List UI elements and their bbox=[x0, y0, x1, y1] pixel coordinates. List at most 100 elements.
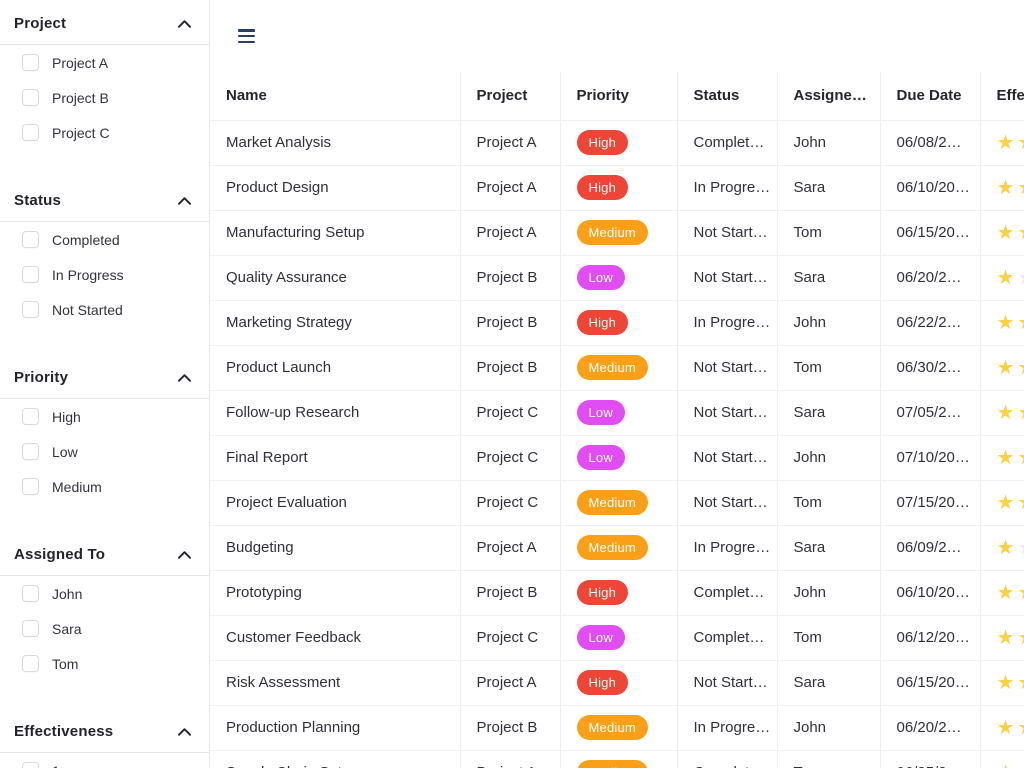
checkbox-tom[interactable] bbox=[22, 655, 39, 672]
star-icon: ★ bbox=[996, 310, 1016, 334]
checkbox-1[interactable] bbox=[22, 762, 39, 768]
task-name-cell: Project Evaluation bbox=[210, 480, 460, 526]
checkbox-sara[interactable] bbox=[22, 620, 39, 637]
column-header-due-date[interactable]: Due Date bbox=[879, 72, 980, 121]
table-row[interactable]: Follow-up Research Project C Low Not Start…… bbox=[210, 390, 1024, 436]
task-duedate-cell: 06/08/2… bbox=[879, 120, 980, 166]
task-assignee-cell: John bbox=[776, 300, 880, 346]
star-icon: ★ bbox=[1017, 490, 1024, 514]
filter-section-header-effectiveness[interactable]: Effectiveness bbox=[0, 711, 209, 753]
task-name-cell: Customer Feedback bbox=[210, 615, 460, 661]
star-icon: ★ bbox=[1017, 355, 1024, 379]
filter-section-project: Project Project A Project B Project C bbox=[0, 3, 209, 150]
task-assignee-cell: John bbox=[776, 435, 880, 481]
task-priority-cell: Medium bbox=[559, 345, 677, 391]
task-status-cell: In Progre… bbox=[676, 525, 777, 571]
task-priority-cell: Medium bbox=[559, 525, 677, 571]
table-row[interactable]: Marketing Strategy Project B High In Progre… bbox=[210, 300, 1024, 346]
task-effectiveness-cell: ★★ bbox=[979, 165, 1024, 211]
table-row[interactable]: Quality Assurance Project B Low Not Start… S… bbox=[210, 255, 1024, 301]
table-row[interactable]: Customer Feedback Project C Low Complet… Tom… bbox=[210, 615, 1024, 661]
priority-badge: High bbox=[576, 310, 629, 335]
task-assignee-cell: Tom bbox=[776, 750, 880, 768]
task-name-cell: Final Report bbox=[210, 435, 460, 481]
filter-option-label: Project A bbox=[52, 54, 109, 71]
section-title: Assigned To bbox=[14, 546, 106, 563]
task-status-cell: Complet… bbox=[676, 615, 777, 661]
filter-section-header-project[interactable]: Project bbox=[0, 3, 209, 45]
task-duedate-cell: 06/09/2… bbox=[879, 525, 980, 571]
filter-section-priority: Priority High Low Medium bbox=[0, 357, 209, 504]
column-header-project[interactable]: Project bbox=[459, 72, 560, 121]
task-assignee-cell: Sara bbox=[776, 525, 880, 571]
filter-option-label: Medium bbox=[52, 478, 102, 495]
table-row[interactable]: Prototyping Project B High Complet… John 06/1… bbox=[210, 570, 1024, 616]
task-priority-cell: High bbox=[559, 570, 677, 616]
filter-option-tom: Tom bbox=[0, 646, 209, 681]
column-header-status[interactable]: Status bbox=[676, 72, 777, 121]
checkbox-not-started[interactable] bbox=[22, 301, 39, 318]
task-priority-cell: High bbox=[559, 660, 677, 706]
task-duedate-cell: 06/10/20… bbox=[879, 570, 980, 616]
star-icon: ★ bbox=[996, 265, 1016, 289]
task-name-cell: Follow-up Research bbox=[210, 390, 460, 436]
checkbox-in-progress[interactable] bbox=[22, 266, 39, 283]
table-row[interactable]: Manufacturing Setup Project A Medium Not St… bbox=[210, 210, 1024, 256]
column-header-name[interactable]: Name bbox=[210, 72, 460, 121]
table-row[interactable]: Budgeting Project A Medium In Progre… Sara 06… bbox=[210, 525, 1024, 571]
table-row[interactable]: Project Evaluation Project C Medium Not Sta… bbox=[210, 480, 1024, 526]
task-effectiveness-cell: ★★ bbox=[979, 480, 1024, 526]
filter-section-header-status[interactable]: Status bbox=[0, 180, 209, 222]
task-assignee-cell: Sara bbox=[776, 255, 880, 301]
priority-badge: High bbox=[576, 670, 629, 695]
task-name-cell: Prototyping bbox=[210, 570, 460, 616]
chevron-up-icon bbox=[178, 727, 191, 736]
priority-badge: Low bbox=[576, 265, 625, 290]
table-row[interactable]: Product Design Project A High In Progre… Sar… bbox=[210, 165, 1024, 211]
table-row[interactable]: Final Report Project C Low Not Start… John 07… bbox=[210, 435, 1024, 481]
priority-badge: High bbox=[576, 175, 629, 200]
table-row[interactable]: Product Launch Project B Medium Not Start… T… bbox=[210, 345, 1024, 391]
task-project-cell: Project A bbox=[459, 210, 560, 256]
task-effectiveness-cell: ★★ bbox=[979, 705, 1024, 751]
star-icon: ★ bbox=[996, 220, 1016, 244]
task-name-cell: Quality Assurance bbox=[210, 255, 460, 301]
table-row[interactable]: Production Planning Project B Medium In Pro… bbox=[210, 705, 1024, 751]
checkbox-medium[interactable] bbox=[22, 478, 39, 495]
table-row[interactable]: Risk Assessment Project A High Not Start… Sa… bbox=[210, 660, 1024, 706]
main-content: Name Project Priority Status Assigne… Due Dat… bbox=[210, 0, 1024, 768]
filter-sidebar: Project Project A Project B Project C Status… bbox=[0, 0, 210, 768]
checkbox-project-a[interactable] bbox=[22, 54, 39, 71]
star-icon: ★ bbox=[996, 130, 1016, 154]
task-assignee-cell: Sara bbox=[776, 165, 880, 211]
checkbox-low[interactable] bbox=[22, 443, 39, 460]
column-header-priority[interactable]: Priority bbox=[559, 72, 677, 121]
column-header-effectiveness[interactable]: Effectiveness bbox=[979, 72, 1024, 121]
priority-badge: Medium bbox=[576, 715, 648, 740]
task-status-cell: In Progre… bbox=[676, 705, 777, 751]
table-row[interactable]: Market Analysis Project A High Complet… John… bbox=[210, 120, 1024, 166]
task-project-cell: Project A bbox=[459, 660, 560, 706]
task-project-cell: Project B bbox=[459, 300, 560, 346]
filter-section-header-priority[interactable]: Priority bbox=[0, 357, 209, 399]
task-duedate-cell: 06/22/2… bbox=[879, 300, 980, 346]
checkbox-completed[interactable] bbox=[22, 231, 39, 248]
section-title: Status bbox=[14, 192, 62, 209]
section-title: Effectiveness bbox=[14, 723, 114, 740]
column-header-assigne[interactable]: Assigne… bbox=[776, 72, 880, 121]
checkbox-john[interactable] bbox=[22, 585, 39, 602]
filter-option-label: Tom bbox=[52, 655, 79, 672]
checkbox-high[interactable] bbox=[22, 408, 39, 425]
filter-section-assigned-to: Assigned To John Sara Tom bbox=[0, 534, 209, 681]
tasks-table: Name Project Priority Status Assigne… Due Dat… bbox=[210, 72, 1024, 768]
filter-option-project-c: Project C bbox=[0, 115, 209, 150]
star-icon: ★ bbox=[996, 400, 1016, 424]
menu-toggle-button[interactable] bbox=[238, 29, 255, 43]
filter-section-header-assigned-to[interactable]: Assigned To bbox=[0, 534, 209, 576]
task-project-cell: Project A bbox=[459, 120, 560, 166]
checkbox-project-b[interactable] bbox=[22, 89, 39, 106]
task-name-cell: Manufacturing Setup bbox=[210, 210, 460, 256]
checkbox-project-c[interactable] bbox=[22, 124, 39, 141]
star-icon: ★ bbox=[1017, 580, 1024, 604]
